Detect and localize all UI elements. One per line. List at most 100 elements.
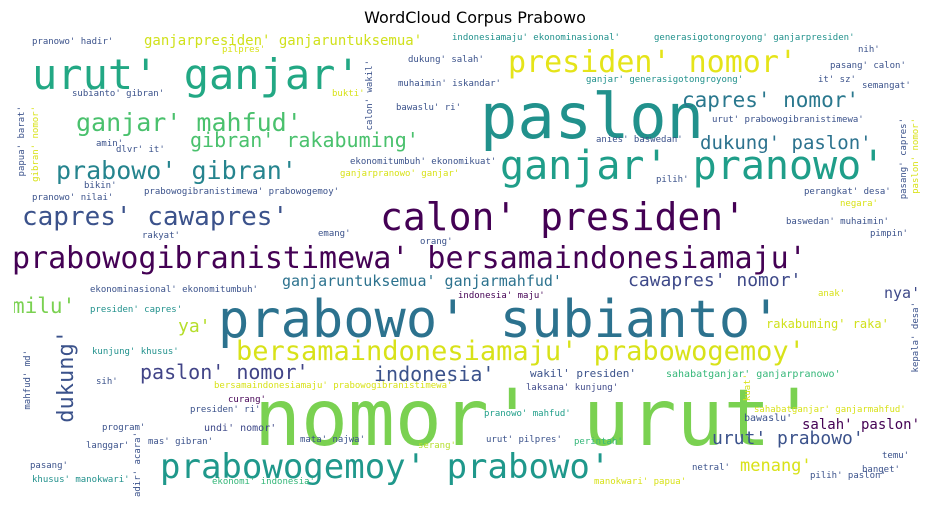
- word-mas-gibran: mas' gibran': [148, 437, 214, 447]
- word-urut-pilpres: urut' pilpres': [486, 435, 562, 445]
- word-pranowo-mahfud: pranowo' mahfud': [484, 409, 571, 419]
- word-generasigotongroyong-ganjarpresiden: generasigotongroyong' ganjarpresiden': [654, 33, 855, 43]
- word-ekonomi-indonesia: ekonomi' indonesia': [212, 477, 315, 487]
- word-orang: orang': [420, 237, 453, 247]
- word-papua-barat: papua' barat': [17, 106, 27, 177]
- word-capres-cawapres: capres' cawapres': [22, 202, 289, 232]
- word-baswedan-muhaimin: baswedan' muhaimin': [786, 217, 889, 227]
- word-bukti: bukti': [332, 89, 365, 99]
- word-pilpres: pilpres': [222, 45, 266, 55]
- word-bersamaindonesiamaju-prabowogemoy: bersamaindonesiamaju' prabowogemoy': [236, 336, 805, 367]
- word-ganjar-pranowo: ganjar' pranowo': [500, 143, 886, 189]
- word-khusus-manokwari: khusus' manokwari': [32, 475, 130, 485]
- word-bawaslu-ri: bawaslu' ri': [396, 103, 462, 113]
- word-ya: ya': [178, 316, 211, 337]
- word-laksana-kunjung: laksana' kunjung': [526, 383, 619, 393]
- word-sahabatganjar-ganjarpranowo: sahabatganjar' ganjarpranowo': [666, 369, 841, 380]
- word-muhaimin-iskandar: muhaimin' iskandar': [398, 79, 501, 89]
- word-emang: emang': [318, 229, 351, 239]
- word-pranowo-hadir: pranowo' hadir': [32, 37, 114, 47]
- word-temu: temu': [882, 451, 910, 461]
- word-cloud: nomor' urut' paslon prabowo' subianto' u…: [14, 32, 934, 497]
- word-dukung-paslon: dukung' paslon': [700, 132, 872, 154]
- word-urut-ganjar: urut' ganjar': [32, 50, 361, 99]
- word-milu: milu': [14, 294, 76, 318]
- word-pimpin: pimpin': [870, 229, 908, 239]
- word-paslon-nomor-v: paslon' nomor': [911, 118, 921, 194]
- word-capres-nomor: capres' nomor': [682, 88, 860, 112]
- word-urut-prabowogibranistimewa: urut' prabowogibranistimewa': [712, 115, 864, 125]
- word-presiden-capres: presiden' capres': [90, 305, 183, 315]
- word-indonesiamaju-ekonominasional: indonesiamaju' ekonominasional': [452, 33, 620, 43]
- word-prabowogibranistimewa-prabowogemoy: prabowogibranistimewa' prabowogemoy': [144, 187, 340, 197]
- word-ganjarpranowo-ganjar: ganjarpranowo' ganjar': [340, 169, 460, 179]
- word-dlvr-it: dlvr' it': [116, 145, 165, 155]
- word-bersamaindonesiamaju-prabowogibranistimewa: bersamaindonesiamaju' prabowogibranistim…: [214, 381, 453, 391]
- word-ganjar-mahfud: ganjar' mahfud': [76, 108, 302, 137]
- word-hadir-acara: hadir' acara': [133, 432, 143, 497]
- word-indonesia-maju: indonesia' maju': [458, 291, 545, 301]
- word-wakil-presiden: wakil' presiden': [530, 367, 636, 380]
- word-menang: menang': [740, 456, 812, 476]
- word-dukung-salah: dukung' salah': [408, 55, 484, 65]
- word-rakyat: rakyat': [142, 231, 180, 241]
- word-serang: serang': [418, 441, 456, 451]
- word-gibran-nomor: gibran' nomor': [31, 106, 41, 182]
- word-bikin: bikin': [84, 181, 117, 191]
- word-amin: amin': [96, 139, 124, 149]
- word-kepala-desa: kepala' desa': [911, 302, 921, 373]
- word-ganjarpresiden-ganjaruntuksemua: ganjarpresiden' ganjaruntuksemua': [144, 33, 423, 49]
- word-pilih: pilih': [656, 175, 689, 185]
- word-it-sz: it' sz': [818, 75, 856, 85]
- word-perangkat-desa: perangkat' desa': [804, 187, 891, 197]
- word-subianto-gibran: subianto' gibran': [72, 89, 165, 99]
- word-semangat: semangat': [862, 81, 911, 91]
- word-anies-baswedan: anies' baswedan': [596, 135, 683, 145]
- word-sih: sih': [96, 377, 118, 387]
- word-mata-najwa: mata' najwa': [300, 435, 366, 445]
- word-salah-paslon: salah' paslon': [802, 417, 921, 433]
- word-paslon: paslon: [480, 80, 704, 153]
- word-prabowogemoy-prabowo: prabowogemoy' prabowo': [160, 447, 611, 487]
- word-prabowo-subianto: prabowo' subianto': [218, 290, 782, 350]
- page-title: WordCloud Corpus Prabowo: [364, 8, 586, 27]
- word-pilih-paslon: pilih' paslon': [810, 471, 886, 481]
- word-ekonomitumbuh-ekonomikuat: ekonomitumbuh' ekonomikuat': [350, 157, 497, 167]
- word-banget: banget': [862, 465, 900, 475]
- word-dukung: dukung': [54, 330, 79, 423]
- word-sahabatganjar-ganjarmahfud: sahabatganjar' ganjarmahfud': [754, 405, 906, 415]
- word-perintah: perintah': [574, 437, 623, 447]
- word-pasang-bottom: pasang': [30, 461, 68, 471]
- word-calon-presiden: calon' presiden': [380, 195, 747, 239]
- word-prabowogibranistimewa-bersamaindonesiamaju: prabowogibranistimewa' bersamaindonesiam…: [14, 241, 807, 276]
- word-kuat: kuat': [743, 374, 753, 402]
- word-calon-wakil: calon' wakil': [365, 60, 375, 131]
- word-bawaslu: bawaslu': [744, 413, 793, 424]
- word-prabowo-gibran: prabowo' gibran': [56, 156, 297, 185]
- word-anak: anak': [818, 289, 846, 299]
- word-ganjaruntuksemua-ganjarmahfud: ganjaruntuksemua' ganjarmahfud': [282, 272, 562, 290]
- word-manokwari-papua: manokwari' papua': [594, 477, 687, 487]
- word-cawapres-nomor: cawapres' nomor': [628, 270, 802, 291]
- word-presiden-ri: presiden' ri': [190, 405, 261, 415]
- word-nya: nya': [884, 284, 921, 302]
- word-curang: curang': [228, 395, 266, 405]
- word-pranowo-nilai: pranowo' nilai': [32, 193, 114, 203]
- word-paslon-nomor: paslon' nomor': [140, 360, 309, 384]
- word-kunjung-khusus: kunjung' khusus': [92, 347, 179, 357]
- word-nomor-urut: nomor' urut': [254, 374, 818, 464]
- word-ekonominasional-ekonomitumbuh: ekonominasional' ekonomitumbuh': [90, 285, 258, 295]
- word-gibran-rakabuming: gibran' rakabuming': [190, 128, 419, 152]
- word-negara: negara': [840, 199, 878, 209]
- word-pasang-calon: pasang' calon': [830, 61, 906, 71]
- word-pasang-capres: pasang' capres': [899, 118, 909, 200]
- word-netral: netral': [692, 463, 730, 473]
- word-rakabuming-raka: rakabuming' raka': [766, 317, 889, 331]
- word-nih: nih': [858, 45, 880, 55]
- word-urut-prabowo: urut' prabowo': [712, 428, 864, 449]
- word-indonesia: indonesia': [374, 362, 495, 386]
- word-mahfud-md: mahfud' md': [23, 350, 33, 410]
- word-ganjar-generasigotongroyong: ganjar' generasigotongroyong': [586, 75, 744, 85]
- word-presiden-nomor: presiden' nomor': [508, 45, 797, 80]
- word-undi-nomor: undi' nomor': [204, 423, 277, 434]
